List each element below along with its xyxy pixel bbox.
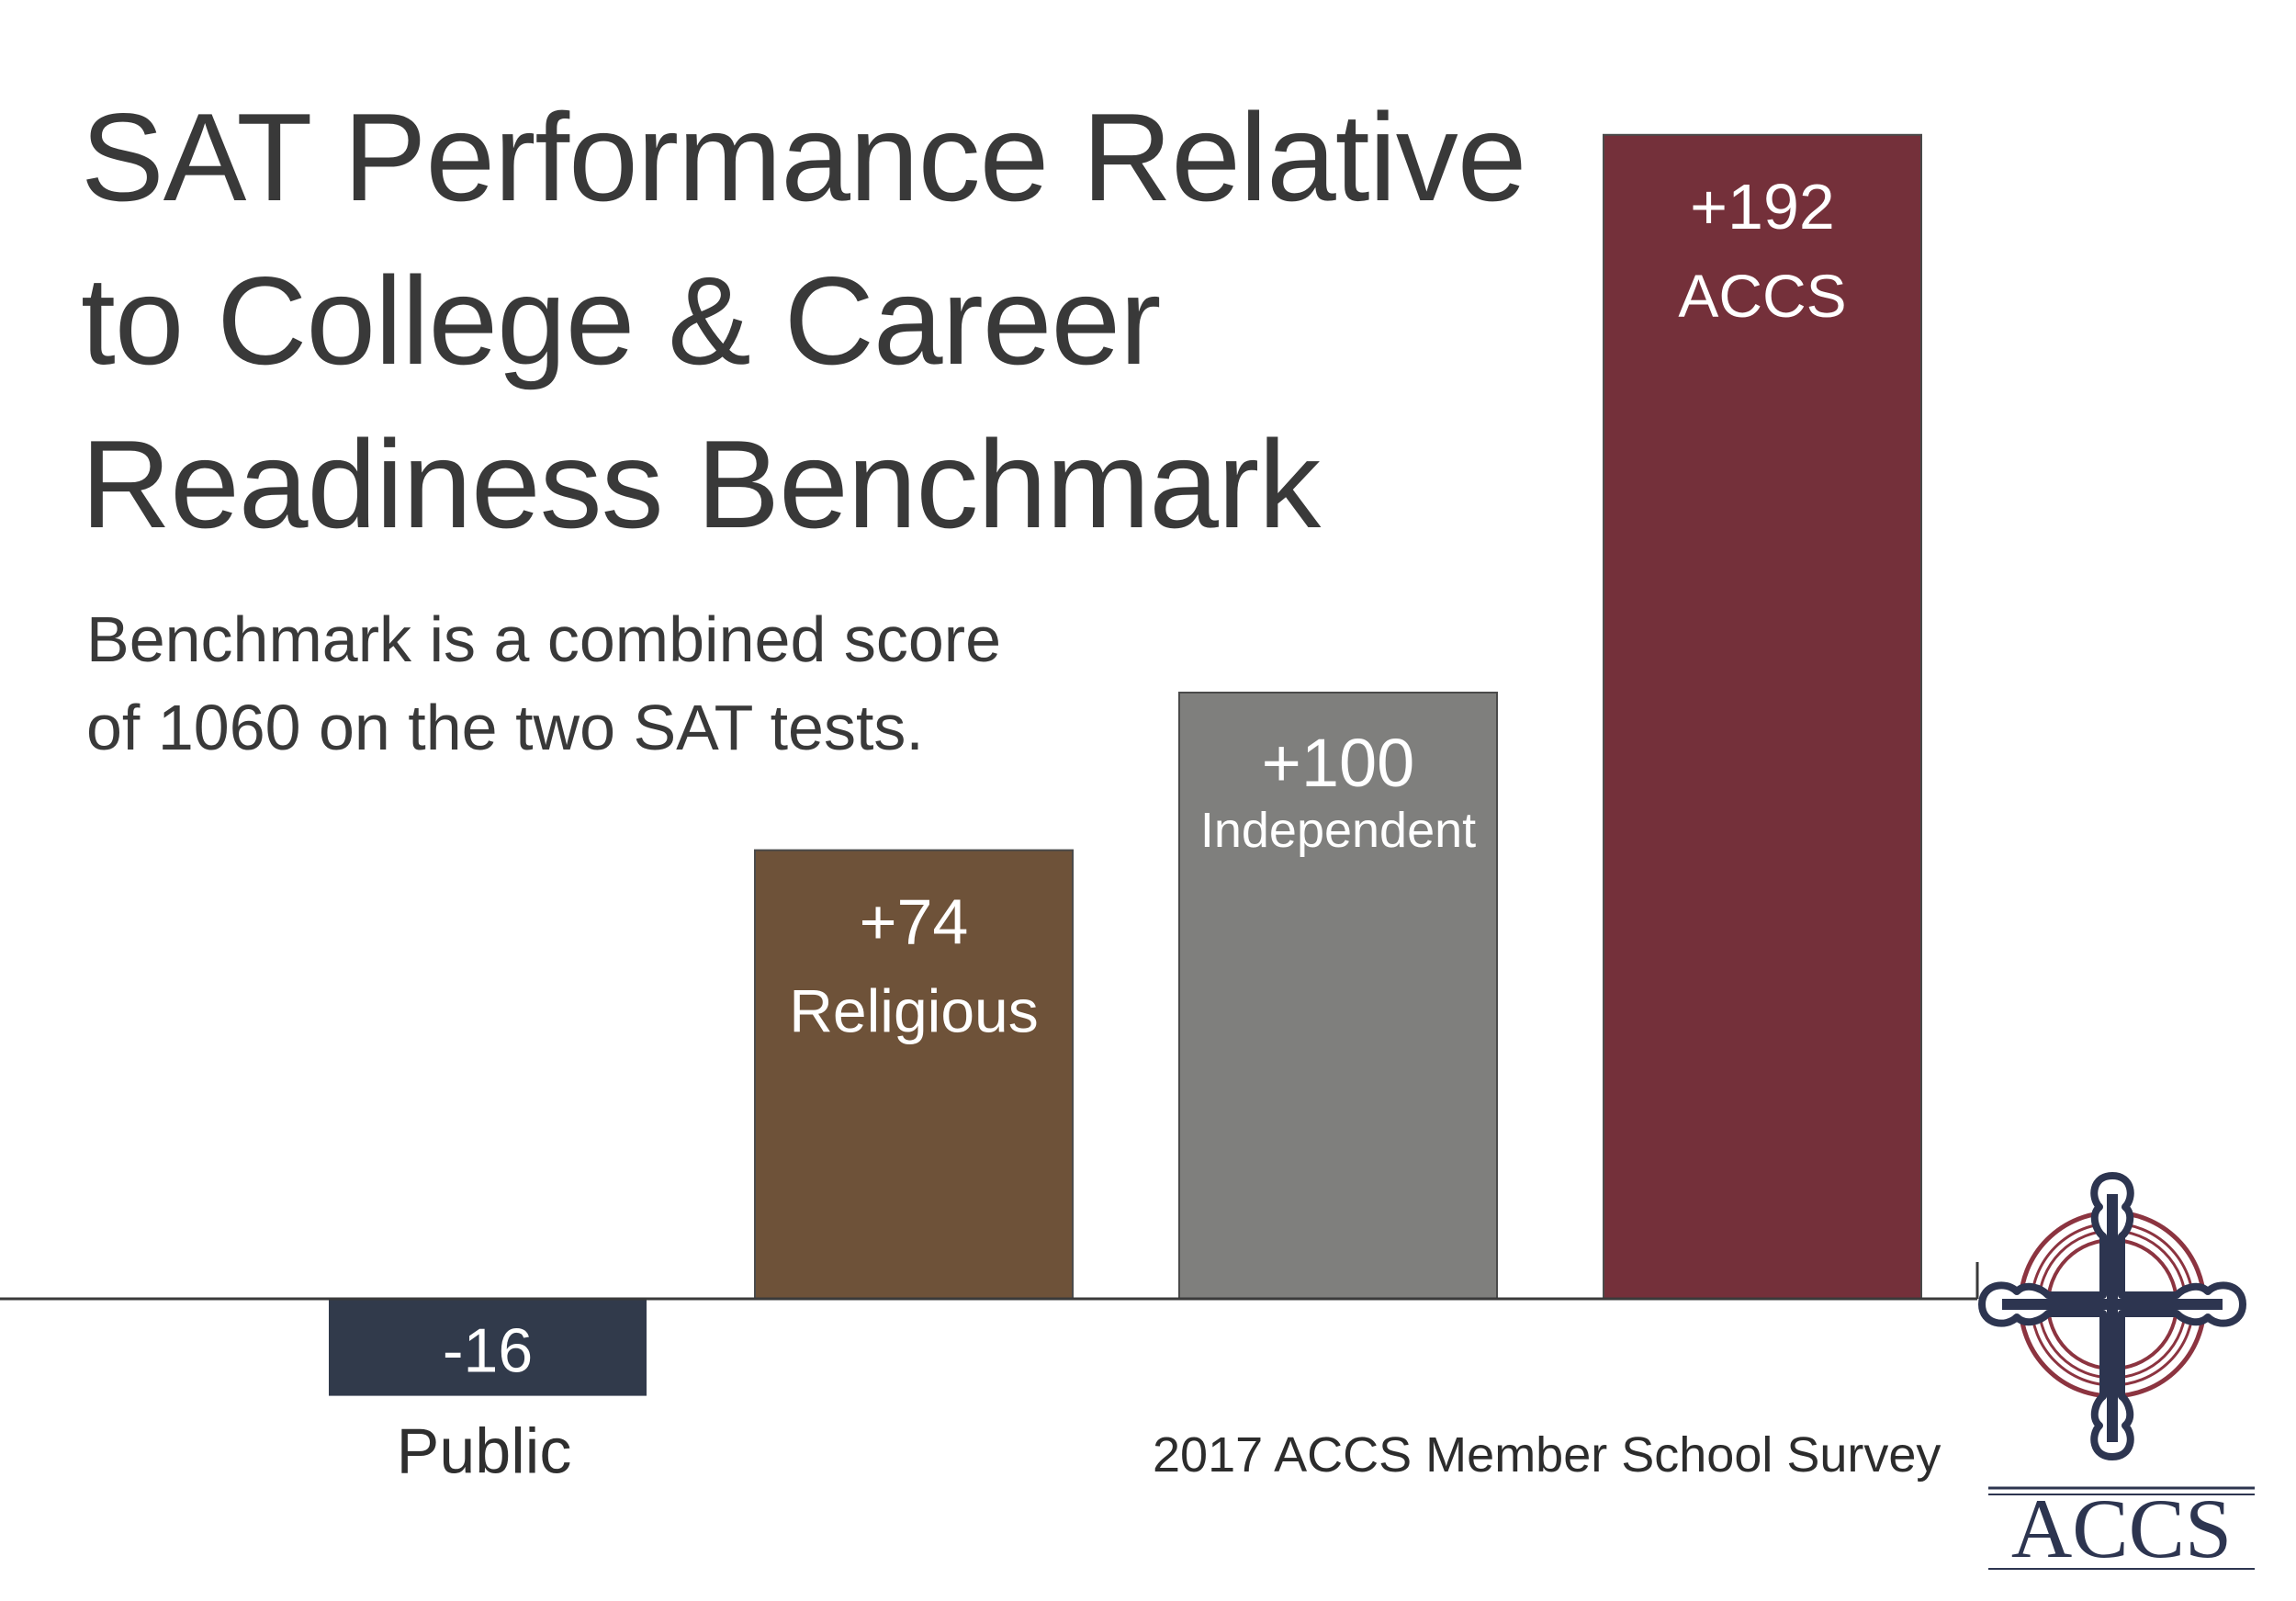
- title-line-3: Readiness Benchmark: [81, 414, 1321, 554]
- bar-value-label-public: -16: [443, 1316, 533, 1386]
- bar-value-label-independent: +100: [1262, 725, 1415, 801]
- bars-layer: [329, 133, 1979, 1396]
- bar-category-label-religious: Religious: [789, 977, 1038, 1045]
- source-note: 2017 ACCS Member School Survey: [1153, 1427, 1941, 1483]
- title-line-1: SAT Performance Relative: [81, 87, 1526, 227]
- subtitle-line-1: Benchmark is a combined score: [86, 603, 1001, 675]
- bar-category-label-public: Public: [397, 1415, 572, 1487]
- accs-logo: ACCS: [1978, 1172, 2255, 1571]
- cross-emblem-icon: [1978, 1172, 2246, 1460]
- title-line-2: to College & Career: [81, 251, 1161, 390]
- bar-value-label-accs: +192: [1690, 171, 1835, 242]
- bar-independent: [1178, 692, 1498, 1300]
- bar-religious: [754, 849, 1074, 1300]
- logo-text: ACCS: [2011, 1482, 2232, 1571]
- bar-category-label-independent: Independent: [1200, 803, 1476, 858]
- bar-accs: [1603, 133, 1922, 1300]
- bar-category-label-accs: ACCS: [1678, 262, 1846, 330]
- chart-title: SAT Performance Relative to College & Ca…: [81, 75, 1624, 566]
- chart-subtitle: Benchmark is a combined score of 1060 on…: [86, 595, 1188, 772]
- bar-value-label-religious: +74: [860, 886, 969, 958]
- bar-public: [329, 1299, 647, 1396]
- subtitle-line-2: of 1060 on the two SAT tests.: [86, 692, 924, 763]
